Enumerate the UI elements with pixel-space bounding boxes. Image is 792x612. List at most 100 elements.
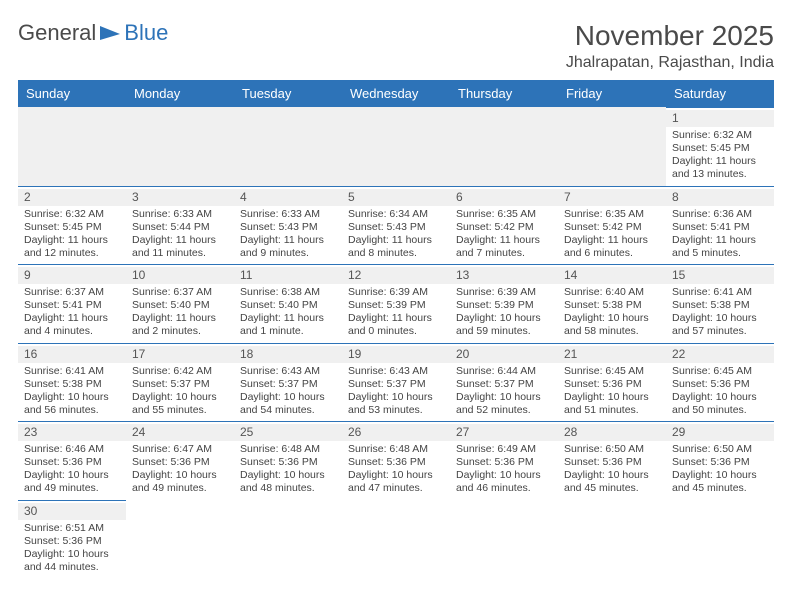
sunset-line: Sunset: 5:41 PM	[24, 299, 120, 312]
day-number: 9	[18, 267, 126, 284]
daylight-line: Daylight: 11 hours and 12 minutes.	[24, 234, 120, 260]
sunset-line: Sunset: 5:37 PM	[132, 378, 228, 391]
daylight-line: Daylight: 11 hours and 4 minutes.	[24, 312, 120, 338]
sunrise-line: Sunrise: 6:32 AM	[672, 129, 768, 142]
day-number: 3	[126, 189, 234, 206]
day-number: 12	[342, 267, 450, 284]
day-number: 22	[666, 346, 774, 363]
daylight-line: Daylight: 10 hours and 55 minutes.	[132, 391, 228, 417]
day-number: 16	[18, 346, 126, 363]
sunset-line: Sunset: 5:43 PM	[240, 221, 336, 234]
daylight-line: Daylight: 11 hours and 0 minutes.	[348, 312, 444, 338]
calendar-day-cell: 30Sunrise: 6:51 AMSunset: 5:36 PMDayligh…	[18, 500, 126, 579]
sunset-line: Sunset: 5:36 PM	[240, 456, 336, 469]
sunrise-line: Sunrise: 6:47 AM	[132, 443, 228, 456]
day-number: 28	[558, 424, 666, 441]
sunrise-line: Sunrise: 6:41 AM	[672, 286, 768, 299]
sunset-line: Sunset: 5:36 PM	[564, 456, 660, 469]
calendar-empty-cell	[234, 107, 342, 186]
daylight-line: Daylight: 10 hours and 52 minutes.	[456, 391, 552, 417]
calendar-week-row: 1Sunrise: 6:32 AMSunset: 5:45 PMDaylight…	[18, 107, 774, 186]
sunset-line: Sunset: 5:39 PM	[456, 299, 552, 312]
day-number: 2	[18, 189, 126, 206]
sunset-line: Sunset: 5:36 PM	[672, 378, 768, 391]
sunset-line: Sunset: 5:42 PM	[564, 221, 660, 234]
daylight-line: Daylight: 10 hours and 47 minutes.	[348, 469, 444, 495]
page-header: General Blue November 2025 Jhalrapatan, …	[18, 20, 774, 72]
sunset-line: Sunset: 5:44 PM	[132, 221, 228, 234]
day-number: 25	[234, 424, 342, 441]
day-number: 29	[666, 424, 774, 441]
daylight-line: Daylight: 11 hours and 6 minutes.	[564, 234, 660, 260]
sunrise-line: Sunrise: 6:35 AM	[564, 208, 660, 221]
calendar-day-cell: 29Sunrise: 6:50 AMSunset: 5:36 PMDayligh…	[666, 421, 774, 500]
calendar-day-cell: 8Sunrise: 6:36 AMSunset: 5:41 PMDaylight…	[666, 186, 774, 265]
calendar-week-row: 16Sunrise: 6:41 AMSunset: 5:38 PMDayligh…	[18, 343, 774, 422]
day-number: 4	[234, 189, 342, 206]
sunrise-line: Sunrise: 6:32 AM	[24, 208, 120, 221]
sunrise-line: Sunrise: 6:45 AM	[564, 365, 660, 378]
calendar-day-cell: 1Sunrise: 6:32 AMSunset: 5:45 PMDaylight…	[666, 107, 774, 186]
sunrise-line: Sunrise: 6:50 AM	[672, 443, 768, 456]
sunset-line: Sunset: 5:39 PM	[348, 299, 444, 312]
calendar-empty-cell	[342, 107, 450, 186]
sunrise-line: Sunrise: 6:48 AM	[348, 443, 444, 456]
day-number: 18	[234, 346, 342, 363]
sunset-line: Sunset: 5:36 PM	[24, 535, 120, 548]
calendar-week-row: 30Sunrise: 6:51 AMSunset: 5:36 PMDayligh…	[18, 500, 774, 579]
calendar-day-cell: 9Sunrise: 6:37 AMSunset: 5:41 PMDaylight…	[18, 264, 126, 343]
sunset-line: Sunset: 5:37 PM	[240, 378, 336, 391]
day-number: 27	[450, 424, 558, 441]
daylight-line: Daylight: 10 hours and 49 minutes.	[24, 469, 120, 495]
weekday-header-cell: Wednesday	[342, 80, 450, 107]
calendar-day-cell: 27Sunrise: 6:49 AMSunset: 5:36 PMDayligh…	[450, 421, 558, 500]
daylight-line: Daylight: 11 hours and 1 minute.	[240, 312, 336, 338]
sunset-line: Sunset: 5:41 PM	[672, 221, 768, 234]
calendar-day-cell: 24Sunrise: 6:47 AMSunset: 5:36 PMDayligh…	[126, 421, 234, 500]
calendar-day-cell: 21Sunrise: 6:45 AMSunset: 5:36 PMDayligh…	[558, 343, 666, 422]
calendar-day-cell: 12Sunrise: 6:39 AMSunset: 5:39 PMDayligh…	[342, 264, 450, 343]
title-block: November 2025 Jhalrapatan, Rajasthan, In…	[566, 20, 774, 72]
day-number: 30	[18, 503, 126, 520]
calendar-day-cell: 17Sunrise: 6:42 AMSunset: 5:37 PMDayligh…	[126, 343, 234, 422]
day-number: 13	[450, 267, 558, 284]
daylight-line: Daylight: 10 hours and 44 minutes.	[24, 548, 120, 574]
day-number: 6	[450, 189, 558, 206]
calendar-day-cell: 26Sunrise: 6:48 AMSunset: 5:36 PMDayligh…	[342, 421, 450, 500]
calendar-empty-cell	[342, 500, 450, 579]
sunset-line: Sunset: 5:43 PM	[348, 221, 444, 234]
sunset-line: Sunset: 5:38 PM	[672, 299, 768, 312]
calendar-empty-cell	[450, 107, 558, 186]
calendar-week-row: 2Sunrise: 6:32 AMSunset: 5:45 PMDaylight…	[18, 186, 774, 265]
calendar-week-row: 9Sunrise: 6:37 AMSunset: 5:41 PMDaylight…	[18, 264, 774, 343]
calendar-day-cell: 2Sunrise: 6:32 AMSunset: 5:45 PMDaylight…	[18, 186, 126, 265]
day-number: 11	[234, 267, 342, 284]
calendar-empty-cell	[666, 500, 774, 579]
day-number: 10	[126, 267, 234, 284]
sunrise-line: Sunrise: 6:50 AM	[564, 443, 660, 456]
calendar-day-cell: 15Sunrise: 6:41 AMSunset: 5:38 PMDayligh…	[666, 264, 774, 343]
calendar-day-cell: 5Sunrise: 6:34 AMSunset: 5:43 PMDaylight…	[342, 186, 450, 265]
calendar-day-cell: 28Sunrise: 6:50 AMSunset: 5:36 PMDayligh…	[558, 421, 666, 500]
logo: General Blue	[18, 20, 168, 46]
weekday-header-cell: Thursday	[450, 80, 558, 107]
calendar-day-cell: 14Sunrise: 6:40 AMSunset: 5:38 PMDayligh…	[558, 264, 666, 343]
weekday-header-cell: Saturday	[666, 80, 774, 107]
daylight-line: Daylight: 11 hours and 8 minutes.	[348, 234, 444, 260]
sunrise-line: Sunrise: 6:41 AM	[24, 365, 120, 378]
sunset-line: Sunset: 5:36 PM	[348, 456, 444, 469]
sunset-line: Sunset: 5:37 PM	[348, 378, 444, 391]
sunrise-line: Sunrise: 6:38 AM	[240, 286, 336, 299]
calendar-day-cell: 23Sunrise: 6:46 AMSunset: 5:36 PMDayligh…	[18, 421, 126, 500]
calendar-day-cell: 4Sunrise: 6:33 AMSunset: 5:43 PMDaylight…	[234, 186, 342, 265]
sunset-line: Sunset: 5:36 PM	[564, 378, 660, 391]
sunrise-line: Sunrise: 6:33 AM	[240, 208, 336, 221]
day-number: 19	[342, 346, 450, 363]
daylight-line: Daylight: 10 hours and 45 minutes.	[672, 469, 768, 495]
sunset-line: Sunset: 5:37 PM	[456, 378, 552, 391]
daylight-line: Daylight: 10 hours and 57 minutes.	[672, 312, 768, 338]
calendar-day-cell: 16Sunrise: 6:41 AMSunset: 5:38 PMDayligh…	[18, 343, 126, 422]
month-title: November 2025	[566, 20, 774, 52]
calendar-day-cell: 6Sunrise: 6:35 AMSunset: 5:42 PMDaylight…	[450, 186, 558, 265]
weekday-header-cell: Monday	[126, 80, 234, 107]
